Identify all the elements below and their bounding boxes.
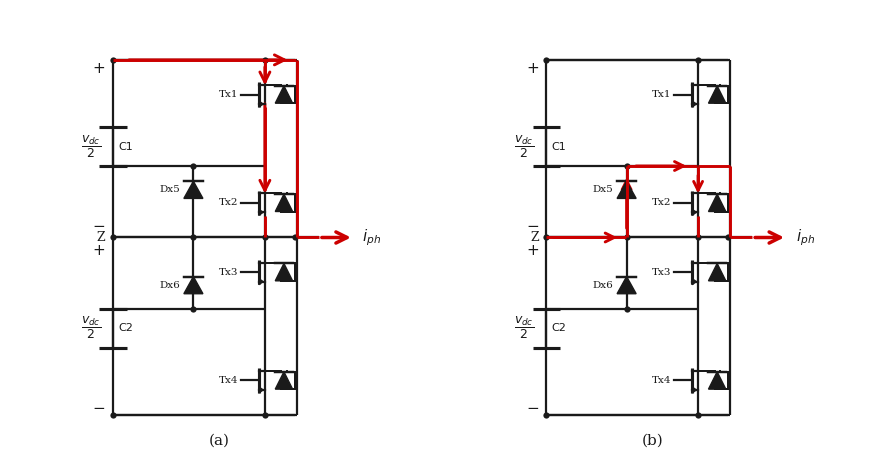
Text: Tx2: Tx2 — [651, 199, 671, 208]
Text: $\dfrac{v_{dc}}{2}$: $\dfrac{v_{dc}}{2}$ — [514, 133, 535, 160]
Polygon shape — [259, 209, 263, 215]
Text: $\dfrac{v_{dc}}{2}$: $\dfrac{v_{dc}}{2}$ — [514, 315, 535, 342]
Text: Tx3: Tx3 — [219, 267, 238, 276]
Text: Z: Z — [530, 231, 539, 244]
Polygon shape — [617, 276, 637, 294]
Polygon shape — [259, 278, 263, 285]
Text: Dx6: Dx6 — [593, 281, 614, 290]
Polygon shape — [276, 194, 293, 211]
Polygon shape — [692, 278, 697, 285]
Text: Tx4: Tx4 — [651, 376, 671, 385]
Polygon shape — [184, 276, 203, 294]
Text: Dx5: Dx5 — [160, 185, 181, 194]
Text: Tx3: Tx3 — [651, 267, 671, 276]
Polygon shape — [708, 194, 726, 211]
Polygon shape — [184, 181, 203, 199]
Polygon shape — [276, 86, 293, 103]
Text: $i_{ph}$: $i_{ph}$ — [363, 227, 381, 248]
Text: +: + — [526, 61, 539, 76]
Text: $-$: $-$ — [92, 399, 106, 414]
Text: $-$: $-$ — [526, 399, 539, 414]
Polygon shape — [259, 387, 263, 393]
Text: Tx2: Tx2 — [219, 199, 238, 208]
Polygon shape — [692, 209, 697, 215]
Text: Tx1: Tx1 — [651, 90, 671, 99]
Text: $i_{ph}$: $i_{ph}$ — [795, 227, 814, 248]
Text: C1: C1 — [119, 142, 133, 152]
Text: $+$: $+$ — [526, 243, 539, 258]
Text: $-$: $-$ — [92, 217, 106, 232]
Polygon shape — [276, 372, 293, 389]
Polygon shape — [259, 101, 263, 107]
Text: C2: C2 — [119, 323, 133, 333]
Polygon shape — [708, 264, 726, 281]
Text: Tx1: Tx1 — [219, 90, 238, 99]
Polygon shape — [692, 101, 697, 107]
Text: Dx6: Dx6 — [160, 281, 181, 290]
Polygon shape — [708, 372, 726, 389]
Text: $\dfrac{v_{dc}}{2}$: $\dfrac{v_{dc}}{2}$ — [81, 315, 101, 342]
Polygon shape — [692, 387, 697, 393]
Text: $-$: $-$ — [526, 217, 539, 232]
Text: $+$: $+$ — [92, 243, 106, 258]
Text: Dx5: Dx5 — [593, 185, 614, 194]
Text: +: + — [92, 61, 106, 76]
Text: (a): (a) — [209, 434, 230, 448]
Text: $\dfrac{v_{dc}}{2}$: $\dfrac{v_{dc}}{2}$ — [81, 133, 101, 160]
Text: C2: C2 — [552, 323, 567, 333]
Polygon shape — [276, 264, 293, 281]
Text: Tx4: Tx4 — [219, 376, 238, 385]
Text: (b): (b) — [642, 434, 664, 448]
Text: C1: C1 — [552, 142, 567, 152]
Polygon shape — [617, 181, 637, 199]
Text: Z: Z — [97, 231, 106, 244]
Polygon shape — [708, 86, 726, 103]
